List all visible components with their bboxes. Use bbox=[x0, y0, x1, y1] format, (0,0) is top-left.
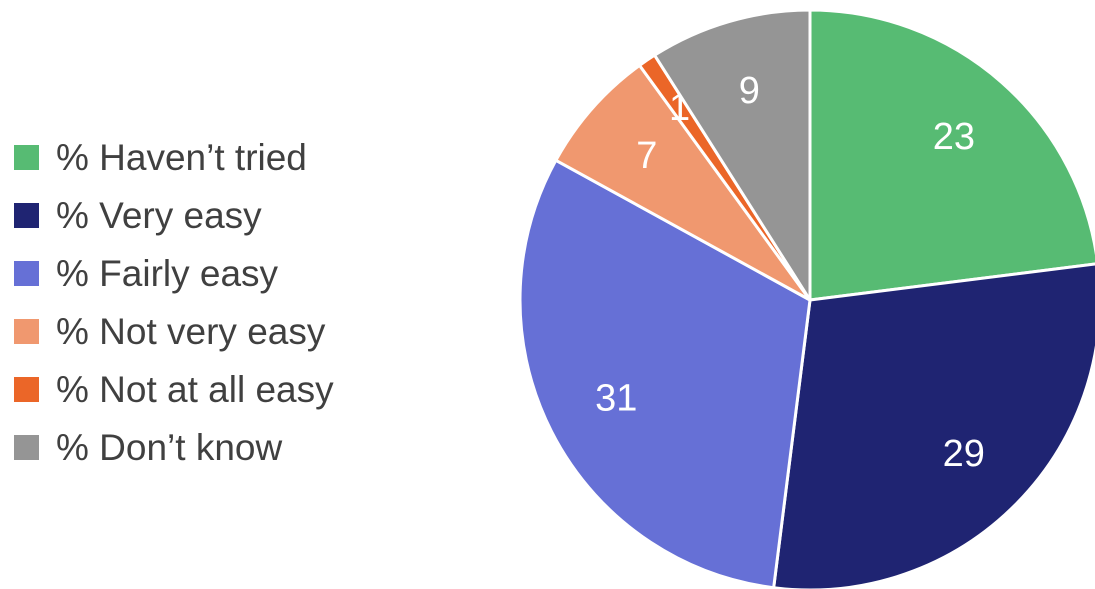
legend-swatch-dont-know bbox=[14, 434, 39, 460]
legend-item-very-easy: % Very easy bbox=[14, 186, 434, 244]
legend-label-havent-tried: % Haven’t tried bbox=[56, 136, 307, 178]
legend-item-not-at-all-easy: % Not at all easy bbox=[14, 360, 434, 418]
legend-swatch-fairly-easy bbox=[14, 260, 39, 286]
data-label-fairly-easy: 31 bbox=[595, 378, 637, 420]
data-label-dont-know: 9 bbox=[739, 70, 760, 112]
legend-label-fairly-easy: % Fairly easy bbox=[56, 252, 279, 294]
pie-slice-havent-tried bbox=[808, 8, 1095, 302]
legend-item-dont-know: % Don’t know bbox=[14, 418, 434, 476]
legend-item-havent-tried: % Haven’t tried bbox=[14, 128, 434, 186]
legend-item-not-very-easy: % Not very easy bbox=[14, 302, 434, 360]
legend-label-dont-know: % Don’t know bbox=[56, 426, 283, 468]
pie-slice-dont-know bbox=[653, 8, 812, 302]
data-label-havent-tried: 23 bbox=[933, 116, 975, 158]
pie-slice-fairly-easy bbox=[518, 158, 812, 589]
legend-label-not-very-easy: % Not very easy bbox=[56, 310, 326, 352]
legend-label-very-easy: % Very easy bbox=[56, 194, 262, 236]
legend-swatch-not-very-easy bbox=[14, 318, 39, 344]
legend-swatch-havent-tried bbox=[14, 144, 39, 170]
legend-swatch-very-easy bbox=[14, 202, 39, 228]
legend-swatch-not-at-all-easy bbox=[14, 376, 39, 402]
data-label-very-easy: 29 bbox=[943, 433, 985, 475]
pie-slice-very-easy bbox=[772, 262, 1095, 589]
legend-label-not-at-all-easy: % Not at all easy bbox=[56, 368, 334, 410]
data-label-not-very-easy: 7 bbox=[636, 135, 657, 177]
chart-legend: % Haven’t tried % Very easy % Fairly eas… bbox=[14, 128, 434, 476]
legend-item-fairly-easy: % Fairly easy bbox=[14, 244, 434, 302]
pie-slice-not-very-easy bbox=[554, 63, 812, 302]
